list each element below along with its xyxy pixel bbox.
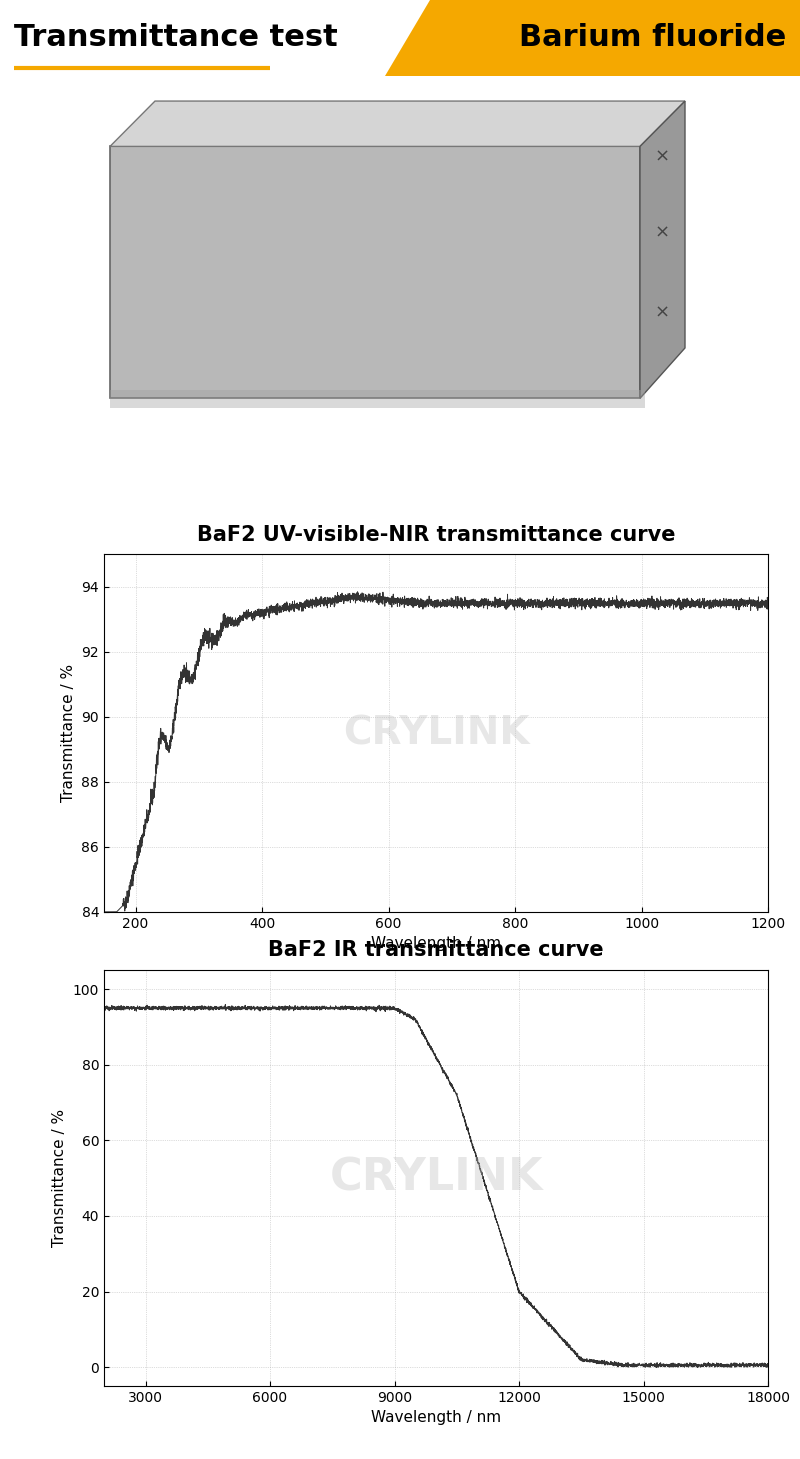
FancyBboxPatch shape (110, 146, 640, 398)
Title: BaF2 UV-visible-NIR transmittance curve: BaF2 UV-visible-NIR transmittance curve (197, 525, 675, 544)
Polygon shape (110, 101, 685, 146)
Text: Barium fluoride: Barium fluoride (518, 23, 786, 53)
X-axis label: Wavelength / nm: Wavelength / nm (371, 1411, 501, 1425)
Text: CRYLINK: CRYLINK (342, 713, 530, 753)
Polygon shape (385, 0, 800, 76)
Text: Transmittance test: Transmittance test (14, 23, 338, 53)
X-axis label: Wavelength / nm: Wavelength / nm (371, 937, 501, 951)
Polygon shape (640, 101, 685, 398)
Text: CRYLINK: CRYLINK (330, 1157, 542, 1199)
Title: BaF2 IR transmittance curve: BaF2 IR transmittance curve (268, 941, 604, 960)
Text: ×: × (654, 223, 670, 241)
Text: ×: × (654, 303, 670, 321)
Y-axis label: Transmittance / %: Transmittance / % (52, 1109, 67, 1247)
FancyBboxPatch shape (110, 390, 645, 409)
Y-axis label: Transmittance / %: Transmittance / % (61, 664, 76, 802)
Text: ×: × (654, 147, 670, 165)
